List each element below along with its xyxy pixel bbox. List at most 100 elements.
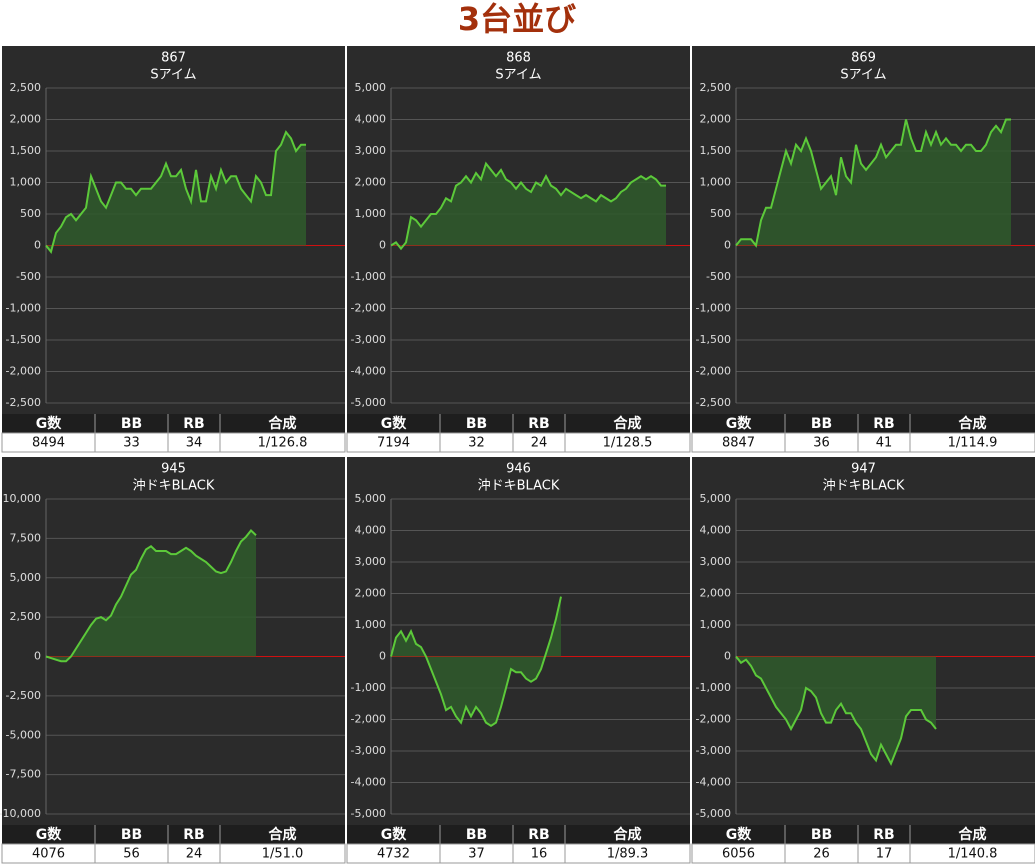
y-tick-label: 0 bbox=[724, 650, 731, 663]
area bbox=[391, 596, 561, 726]
table-cell: 24 bbox=[186, 847, 203, 862]
table-cell: 26 bbox=[813, 847, 830, 862]
y-tick-label: 0 bbox=[34, 650, 41, 663]
table-cell: 34 bbox=[186, 436, 203, 451]
table-cell: 4732 bbox=[377, 847, 410, 862]
table-value-row bbox=[346, 843, 691, 864]
y-tick-label: -1,500 bbox=[696, 333, 731, 346]
chart-panel: 869 Sアイム 2,500 2,000 1,500 1,000 500 0 -500 -1,00… bbox=[691, 46, 1035, 453]
y-tick-label: -10,000 bbox=[0, 807, 41, 820]
area bbox=[46, 530, 256, 662]
table-cell: 16 bbox=[531, 847, 548, 862]
line bbox=[735, 655, 937, 766]
y-tick-label: -5,000 bbox=[351, 396, 386, 409]
table-header-row bbox=[347, 825, 690, 844]
table-header: 合成 bbox=[614, 415, 642, 432]
table-cell: 8847 bbox=[722, 436, 755, 451]
y-tick-label: -1,000 bbox=[351, 681, 386, 694]
y-tick-label: -1,000 bbox=[6, 302, 41, 315]
table-value-row bbox=[691, 843, 1035, 864]
table-cell: 37 bbox=[468, 847, 485, 862]
y-tick-label: -4,000 bbox=[351, 365, 386, 378]
panel-background bbox=[692, 46, 1035, 452]
table-value-row bbox=[691, 432, 1035, 453]
table-cell: 1/114.9 bbox=[948, 436, 998, 451]
table-value-row bbox=[346, 432, 691, 453]
chart-title: 947 bbox=[851, 462, 876, 477]
y-tick-label: 4,000 bbox=[355, 524, 387, 537]
y-tick-label: 5,000 bbox=[355, 492, 387, 505]
table-header: 合成 bbox=[959, 415, 987, 432]
y-tick-label: -500 bbox=[706, 270, 731, 283]
y-tick-label: -500 bbox=[16, 270, 41, 283]
chart-title: 868 bbox=[506, 51, 531, 66]
y-tick-label: 0 bbox=[34, 239, 41, 252]
chart-title: 945 bbox=[161, 462, 186, 477]
table-cell: 8494 bbox=[32, 436, 65, 451]
table-cell: 36 bbox=[813, 436, 830, 451]
chart-subtitle: Sアイム bbox=[840, 68, 886, 83]
y-tick-label: 0 bbox=[379, 239, 386, 252]
table-cell: 41 bbox=[876, 436, 893, 451]
chart-panel: 947 沖ドキBLACK 5,000 4,000 3,000 2,000 1,000 0 -1,… bbox=[691, 457, 1035, 864]
y-tick-label: -3,000 bbox=[351, 744, 386, 757]
chart-title: 869 bbox=[851, 51, 876, 66]
table-header: G数 bbox=[726, 415, 752, 432]
table-cell: 56 bbox=[123, 847, 140, 862]
chart-panel: 946 沖ドキBLACK 5,000 4,000 3,000 2,000 1,000 0 -1,… bbox=[346, 457, 691, 864]
table-header: RB bbox=[873, 416, 894, 432]
table-header: BB bbox=[811, 416, 832, 432]
table-cell: 7194 bbox=[377, 436, 410, 451]
y-tick-label: 2,000 bbox=[355, 587, 387, 600]
table-header: BB bbox=[121, 827, 142, 843]
y-tick-label: -3,000 bbox=[351, 333, 386, 346]
table-header: 合成 bbox=[269, 415, 297, 432]
y-tick-label: 500 bbox=[710, 207, 731, 220]
table-header: BB bbox=[811, 827, 832, 843]
table-value-row bbox=[1, 432, 346, 453]
y-tick-label: 1,000 bbox=[700, 176, 732, 189]
y-tick-label: 7,500 bbox=[10, 531, 42, 544]
y-tick-label: -5,000 bbox=[6, 728, 41, 741]
line bbox=[45, 529, 257, 663]
y-tick-label: 3,000 bbox=[355, 555, 387, 568]
y-tick-label: -4,000 bbox=[696, 776, 731, 789]
table-cell: 24 bbox=[531, 436, 548, 451]
table-header: BB bbox=[466, 827, 487, 843]
y-tick-label: -2,000 bbox=[696, 365, 731, 378]
y-tick-label: -1,000 bbox=[351, 270, 386, 283]
y-tick-label: 2,500 bbox=[10, 81, 42, 94]
y-tick-label: 1,000 bbox=[700, 618, 732, 631]
y-tick-label: 2,500 bbox=[10, 610, 42, 623]
y-tick-label: 0 bbox=[724, 239, 731, 252]
area bbox=[391, 163, 666, 249]
table-cell: 1/126.8 bbox=[258, 436, 308, 451]
y-tick-label: -2,000 bbox=[6, 365, 41, 378]
chart-subtitle: 沖ドキBLACK bbox=[823, 479, 905, 494]
panel-background bbox=[347, 46, 690, 452]
y-tick-label: 0 bbox=[379, 650, 386, 663]
table-header: RB bbox=[183, 827, 204, 843]
table-header: RB bbox=[528, 827, 549, 843]
line bbox=[390, 161, 666, 251]
y-tick-label: -4,000 bbox=[351, 776, 386, 789]
y-tick-label: 4,000 bbox=[700, 524, 732, 537]
table-cell: 1/51.0 bbox=[262, 847, 304, 862]
table-header: BB bbox=[466, 416, 487, 432]
table-header: RB bbox=[183, 416, 204, 432]
table-header: G数 bbox=[381, 826, 407, 843]
table-header: G数 bbox=[36, 826, 62, 843]
table-cell: 33 bbox=[123, 436, 140, 451]
y-tick-label: 500 bbox=[20, 207, 41, 220]
table-cell: 6056 bbox=[722, 847, 755, 862]
line bbox=[735, 118, 1011, 248]
y-tick-label: 1,500 bbox=[10, 144, 42, 157]
y-tick-label: 3,000 bbox=[355, 144, 387, 157]
y-tick-label: -2,500 bbox=[696, 396, 731, 409]
y-tick-label: 5,000 bbox=[700, 492, 732, 505]
table-header: 合成 bbox=[614, 826, 642, 843]
y-tick-label: -5,000 bbox=[351, 807, 386, 820]
table-header-row bbox=[692, 414, 1035, 433]
chart-subtitle: 沖ドキBLACK bbox=[478, 479, 560, 494]
